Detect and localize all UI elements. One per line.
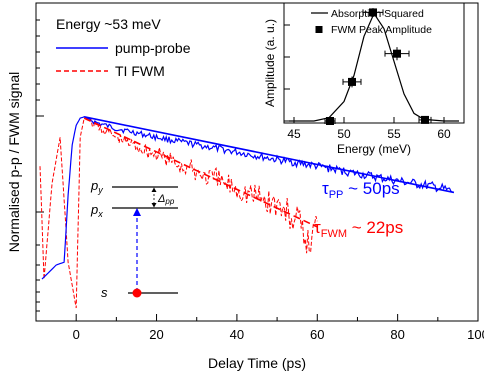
inset-fwm-point	[384, 47, 410, 61]
legend: Energy ~53 meV pump-probe TI FWM	[56, 16, 191, 79]
series-pump-probe	[41, 116, 455, 280]
inset-x-tick-label: 50	[337, 127, 351, 141]
level-label-py: py	[90, 178, 103, 195]
inset-legend-swatch-fwm	[315, 26, 323, 33]
inset-plot: 45 50 55 60 Energy (meV) Amplitude (a. u.) …	[263, 2, 465, 156]
legend-label-pump-probe: pump-probe	[115, 40, 191, 56]
inset-fwm-marker	[421, 115, 429, 124]
level-diagram: py px s Δpp	[90, 178, 178, 300]
inset-x-tick-label: 55	[387, 127, 401, 141]
delta-arrow-head-top	[151, 187, 157, 192]
ground-state-dot	[132, 288, 142, 298]
y-axis-title: Normalised p-p / FWM signal	[6, 72, 22, 253]
excitation-arrow-head	[133, 208, 141, 216]
level-label-s: s	[101, 285, 108, 300]
inset-legend-label-fwm: FWM Peak Amplitude	[331, 24, 432, 36]
inset-fwm-marker	[369, 8, 377, 17]
main-plot: 0 20 40 60 80 100 Delay Time (ps) Normalised …	[6, 2, 484, 371]
inset-x-tick-label: 60	[437, 127, 451, 141]
legend-header: Energy ~53 meV	[56, 16, 161, 32]
delta-arrow-head-bottom	[151, 203, 157, 208]
inset-fwm-point	[362, 8, 384, 17]
tau-fwm-annotation: τFWM ~ 22ps	[314, 218, 403, 240]
inset-legend: Absorption Squared FWM Peak Amplitude	[311, 8, 432, 36]
fit-line-pump-probe	[84, 116, 455, 194]
inset-fwm-point	[342, 76, 362, 88]
inset-fwm-marker	[393, 49, 401, 58]
inset-frame	[283, 2, 465, 124]
inset-fwm-point	[418, 115, 432, 124]
inset-x-tick-label: 45	[287, 127, 301, 141]
inset-legend-label-absorption: Absorption Squared	[331, 8, 424, 20]
y-ticks	[36, 19, 44, 312]
x-tick-label: 60	[310, 327, 324, 342]
fit-line-ti-fwm	[83, 117, 318, 228]
x-tick-label: 100	[467, 327, 484, 342]
inset-y-ticks	[284, 24, 290, 122]
inset-fwm-points	[324, 8, 432, 125]
x-tick-label: 80	[390, 327, 404, 342]
x-axis-title: Delay Time (ps)	[208, 355, 306, 371]
inset-fwm-marker	[348, 77, 356, 86]
inset-x-tick-labels: 45 50 55 60	[287, 127, 451, 141]
inset-fwm-point	[324, 117, 336, 125]
x-ticks	[35, 314, 479, 321]
x-tick-label: 0	[73, 327, 80, 342]
inset-x-ticks	[293, 117, 445, 123]
level-label-px: px	[90, 202, 103, 219]
main-plot-frame	[35, 2, 479, 322]
inset-fwm-marker	[326, 117, 334, 125]
legend-label-ti-fwm: TI FWM	[115, 63, 165, 79]
x-tick-label: 40	[230, 327, 244, 342]
x-tick-labels: 0 20 40 60 80 100	[73, 327, 484, 342]
inset-x-axis-title: Energy (meV)	[337, 142, 411, 156]
x-tick-label: 20	[149, 327, 163, 342]
inset-y-axis-title: Amplitude (a. u.)	[263, 19, 277, 107]
series-ti-fwm	[39, 117, 318, 309]
tau-pp-annotation: τPP ~ 50ps	[322, 179, 400, 201]
delta-label: Δpp	[157, 193, 175, 206]
